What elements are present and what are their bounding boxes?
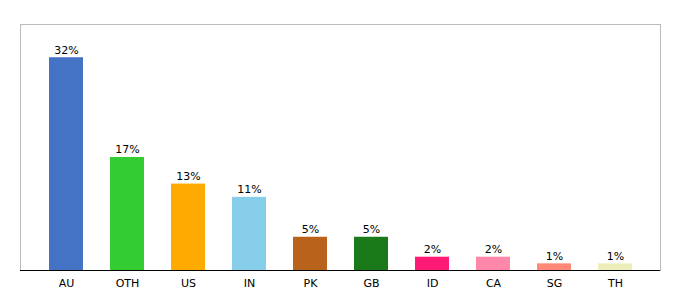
svg-text:GB: GB bbox=[363, 277, 379, 290]
svg-text:1%: 1% bbox=[607, 250, 624, 263]
svg-text:11%: 11% bbox=[237, 183, 261, 196]
svg-text:5%: 5% bbox=[302, 223, 319, 236]
svg-text:1%: 1% bbox=[546, 250, 563, 263]
svg-text:AU: AU bbox=[59, 277, 75, 290]
svg-text:PK: PK bbox=[304, 277, 319, 290]
svg-text:17%: 17% bbox=[115, 143, 139, 156]
svg-text:32%: 32% bbox=[54, 44, 78, 57]
svg-text:CA: CA bbox=[486, 277, 502, 290]
svg-text:ID: ID bbox=[427, 277, 439, 290]
svg-text:5%: 5% bbox=[363, 223, 380, 236]
svg-text:2%: 2% bbox=[485, 243, 502, 256]
svg-text:TH: TH bbox=[607, 277, 623, 290]
svg-text:US: US bbox=[181, 277, 196, 290]
svg-text:IN: IN bbox=[244, 277, 255, 290]
svg-text:OTH: OTH bbox=[116, 277, 140, 290]
svg-text:13%: 13% bbox=[176, 170, 200, 183]
svg-text:SG: SG bbox=[547, 277, 563, 290]
svg-text:2%: 2% bbox=[424, 243, 441, 256]
